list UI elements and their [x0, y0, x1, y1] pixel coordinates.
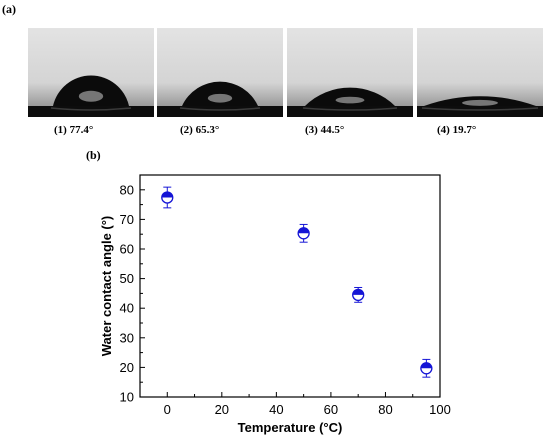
- droplet-caption-1: (1) 77.4°: [54, 124, 94, 136]
- droplet-caption-3: (3) 44.5°: [305, 124, 345, 136]
- plot-frame: [139, 174, 441, 398]
- point-marker-fill: [420, 362, 432, 369]
- point-marker-fill: [352, 289, 364, 295]
- y-axis-title: Water contact angle (°): [99, 216, 114, 357]
- droplet-photo-4: [417, 28, 543, 117]
- droplet-caption-4: (4) 19.7°: [437, 124, 477, 136]
- droplet-photo-3: [287, 28, 413, 117]
- y-tick-label: 40: [120, 301, 134, 316]
- x-tick-label: 80: [378, 402, 392, 417]
- droplet-photo-2: [157, 28, 283, 117]
- x-tick-label: 40: [269, 402, 283, 417]
- axis-ticks: 0 20 40 60 80 100 10 20 30 40 50 60 70 80: [120, 182, 451, 417]
- y-tick-label: 10: [120, 390, 134, 405]
- y-tick-label: 70: [120, 212, 134, 227]
- x-tick-label: 0: [164, 402, 171, 417]
- data-point: [420, 358, 433, 378]
- data-point: [352, 286, 365, 303]
- data-point: [161, 186, 174, 209]
- data-point: [297, 223, 310, 243]
- y-tick-label: 60: [120, 242, 134, 257]
- y-tick-label: 50: [120, 271, 134, 286]
- droplet-caption-2: (2) 65.3°: [180, 124, 220, 136]
- x-tick-label: 60: [324, 402, 338, 417]
- y-tick-label: 80: [120, 182, 134, 197]
- y-tick-label: 30: [120, 330, 134, 345]
- point-marker-fill: [161, 191, 173, 198]
- y-tick-label: 20: [120, 360, 134, 375]
- point-marker-fill: [298, 227, 310, 234]
- x-axis-title: Temperature (°C): [238, 420, 343, 435]
- data-points: [161, 186, 433, 378]
- x-tick-label: 100: [429, 402, 451, 417]
- x-tick-label: 20: [215, 402, 229, 417]
- panel-label-b: (b): [86, 148, 101, 162]
- droplet-photo-1: [28, 28, 154, 117]
- panel-label-a: (a): [2, 2, 16, 16]
